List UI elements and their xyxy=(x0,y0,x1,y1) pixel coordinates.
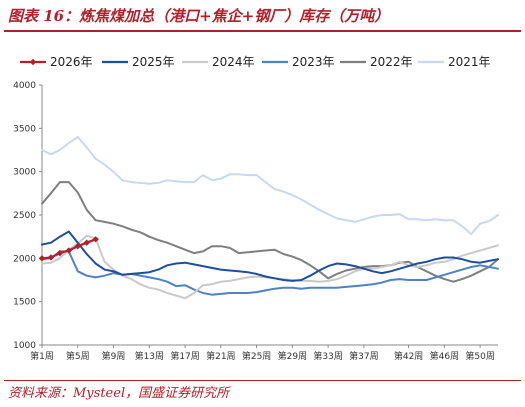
legend-marker xyxy=(29,58,37,66)
legend-item: 2021年 xyxy=(418,55,491,69)
data-point xyxy=(83,239,90,246)
title-divider xyxy=(4,30,521,32)
series-line-2021年 xyxy=(41,136,499,236)
chart-legend: 2026年 2025年 2024年 2023年 2022年 2021年 xyxy=(20,55,491,69)
x-tick-label: 第42周 xyxy=(394,350,423,362)
y-tick-label: 2000 xyxy=(13,254,36,264)
series-line-2022年 xyxy=(41,181,499,283)
legend-label: 2023年 xyxy=(292,55,335,69)
y-tick-label: 1500 xyxy=(13,298,36,308)
x-tick-label: 第5周 xyxy=(66,350,90,362)
x-tick-label: 第33周 xyxy=(313,350,342,362)
figure-source: 资料来源：Mysteel，国盛证券研究所 xyxy=(8,386,230,401)
data-point xyxy=(92,236,99,243)
y-tick-label: 4000 xyxy=(13,81,36,91)
data-point xyxy=(65,247,73,254)
legend-item: 2023年 xyxy=(262,55,335,69)
chart-series xyxy=(38,136,499,300)
data-point xyxy=(47,254,55,261)
y-tick-label: 2500 xyxy=(13,211,36,221)
y-tick-label: 1000 xyxy=(13,341,36,351)
chart-axes: 1000 1500 2000 2500 3000 3500 4000 第1周 第5周 第9周 第13… xyxy=(13,81,498,362)
x-tick-label: 第50周 xyxy=(465,350,494,362)
x-tick-label: 第17周 xyxy=(170,350,199,362)
x-tick-label: 第25周 xyxy=(242,350,271,362)
legend-item: 2022年 xyxy=(340,55,413,69)
figure-title: 图表 16：炼焦煤加总（港口+焦企+钢厂）库存（万吨） xyxy=(8,7,390,25)
x-tick-label: 第9周 xyxy=(102,350,126,362)
x-tick-label: 第37周 xyxy=(349,350,378,362)
legend-label: 2025年 xyxy=(132,55,175,69)
source-divider xyxy=(4,380,521,381)
legend-item: 2024年 xyxy=(182,55,255,69)
legend-item: 2026年 xyxy=(20,55,93,69)
data-point xyxy=(38,255,46,262)
x-tick-label: 第1周 xyxy=(30,350,54,362)
legend-label: 2022年 xyxy=(370,55,413,69)
y-tick-label: 3000 xyxy=(13,168,36,178)
x-tick-label: 第29周 xyxy=(278,350,307,362)
x-tick-label: 第46周 xyxy=(430,350,459,362)
legend-label: 2021年 xyxy=(448,55,491,69)
data-point xyxy=(74,243,81,250)
series-line-2025年 xyxy=(41,230,499,282)
legend-label: 2026年 xyxy=(50,55,93,69)
legend-label: 2024年 xyxy=(212,55,255,69)
data-point xyxy=(56,249,64,257)
x-tick-label: 第21周 xyxy=(206,350,235,362)
legend-item: 2025年 xyxy=(102,55,175,69)
y-tick-label: 3500 xyxy=(13,124,36,134)
x-tick-label: 第13周 xyxy=(135,350,164,362)
